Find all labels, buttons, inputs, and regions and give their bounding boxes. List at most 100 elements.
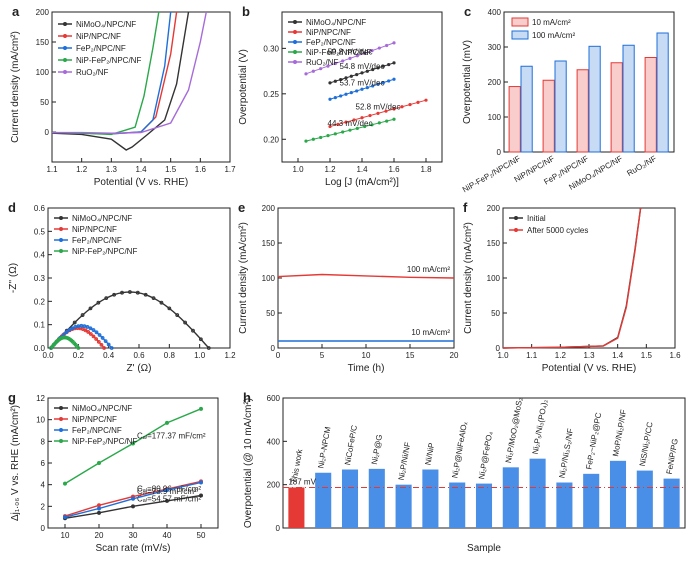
panel-g: g 0 2 4 6 8 10 12 10 20 30 40 50 Scan rate (mV/s) Δj₁.…: [8, 390, 219, 554]
data-point: [371, 67, 375, 72]
legend-marker: [59, 238, 63, 242]
data-point: [376, 82, 380, 86]
y-tick-label: 150: [487, 239, 501, 248]
legend-marker: [63, 70, 67, 74]
panel-a: a 0 50 100 150 200 1.1 1.2 1.3 1.4 1.5 1.6 1.7 Potent…: [10, 4, 236, 188]
y-tick-label: 0.30: [263, 44, 279, 53]
x-tick-label: 0.6: [133, 351, 145, 360]
data-point: [112, 292, 117, 297]
data-point: [63, 481, 67, 486]
legend-entry: NiP/NPC/NF: [72, 415, 117, 424]
x-tick-label: 1.0: [194, 351, 206, 360]
bar-label: Ni₂P/MoO₂@MoS₂: [504, 397, 524, 464]
x-tick-label: 1.3: [583, 351, 595, 360]
legend-swatch: [511, 30, 529, 40]
data-point: [85, 325, 90, 329]
data-point: [328, 81, 332, 85]
panel-b: b 0.20 0.25 0.30 1.0 1.2 1.4 1.6 1.8 Log [J (mA/c…: [238, 4, 443, 188]
legend-entry: 10 mA/cm²: [532, 18, 571, 27]
data-point: [336, 122, 340, 126]
legend-marker: [514, 228, 518, 232]
y-tick-label: 0.4: [34, 251, 46, 260]
bar: [588, 45, 601, 153]
y-tick-label: 6: [41, 459, 46, 468]
panel-letter: f: [463, 200, 468, 215]
data-point: [94, 337, 99, 341]
y-tick-label: 100: [262, 274, 276, 283]
legend-marker: [59, 417, 63, 421]
data-point: [199, 406, 203, 411]
data-point: [326, 134, 330, 138]
data-point: [102, 346, 107, 350]
data-point: [191, 328, 195, 333]
legend-marker: [293, 60, 297, 64]
y-tick-label: 10: [36, 416, 45, 425]
bar: [288, 487, 305, 528]
data-point: [424, 98, 428, 102]
legend-marker: [293, 50, 297, 54]
legend-swatch: [511, 17, 529, 27]
data-point: [175, 313, 180, 317]
data-point: [381, 81, 385, 85]
bar-label: Ni₂P@NiFeAlOₓ: [450, 421, 469, 479]
bar-label: Ni/NiP: [424, 442, 437, 466]
y-tick-label: 50: [40, 98, 49, 107]
data-point: [348, 56, 352, 60]
bar-label: Ni₂P/Ni/NF: [397, 441, 413, 481]
x-tick-label: 0.4: [103, 351, 115, 360]
data-point: [64, 330, 69, 335]
data-point: [311, 69, 315, 73]
legend-marker: [63, 58, 67, 62]
data-point: [392, 77, 396, 81]
data-point: [376, 66, 380, 70]
bar: [341, 469, 359, 528]
x-tick-label: 20: [95, 531, 104, 540]
y-tick-label: 150: [36, 38, 50, 47]
data-point: [97, 333, 102, 337]
bar-label: NiS/Ni₂P/CC: [638, 421, 655, 467]
data-point: [319, 135, 323, 140]
data-point: [392, 41, 396, 45]
cdl-label: Cₐₗ=73.9 mF/cm²: [137, 487, 197, 496]
data-point: [97, 506, 101, 511]
series-line: [50, 291, 210, 349]
legend-entry: NiP-FeP₂/NPC/NF: [306, 48, 371, 57]
legend-marker: [63, 46, 67, 50]
bar: [529, 458, 546, 528]
data-point: [143, 292, 148, 297]
legend-entry: NiMoO₄/NPC/NF: [72, 404, 132, 413]
x-axis-title: Potential (V vs. RHE): [94, 177, 188, 188]
y-tick-label: 0.3: [34, 274, 46, 283]
legend-marker: [293, 30, 297, 34]
x-tick-label: 1.8: [420, 165, 432, 174]
y-tick-label: 400: [488, 8, 502, 17]
data-point: [363, 51, 367, 55]
data-point: [333, 96, 337, 100]
data-point: [319, 67, 323, 71]
data-point: [311, 137, 315, 141]
data-point: [120, 290, 124, 295]
cdl-label: Cₐₗ=177.37 mF/cm²: [137, 432, 206, 441]
data-point: [198, 337, 203, 342]
data-point: [349, 91, 353, 95]
bar-label: Ni₂P@FePO₄: [477, 431, 494, 480]
legend-entry: NiP/NPC/NF: [76, 32, 121, 41]
data-point: [385, 119, 389, 123]
y-tick-label: 0.20: [263, 135, 279, 144]
y-tick-label: 0.2: [34, 297, 46, 306]
data-point: [370, 123, 374, 127]
bar: [315, 472, 332, 528]
x-axis-title: Log [J (mA/cm²)]: [325, 177, 399, 188]
y-tick-label: 0.1: [34, 321, 46, 330]
series-line: [502, 207, 642, 349]
series-label: 10 mA/cm²: [411, 328, 450, 337]
legend-entry: FeP₂/NPC/NF: [306, 38, 356, 47]
y-tick-label: 12: [36, 394, 45, 403]
bar: [622, 44, 635, 153]
x-tick-label: 1.2: [324, 165, 336, 174]
x-axis-title: Z' (Ω): [127, 363, 152, 374]
bar: [663, 478, 680, 528]
data-point: [355, 126, 359, 130]
data-point: [341, 59, 345, 63]
data-point: [88, 332, 93, 336]
